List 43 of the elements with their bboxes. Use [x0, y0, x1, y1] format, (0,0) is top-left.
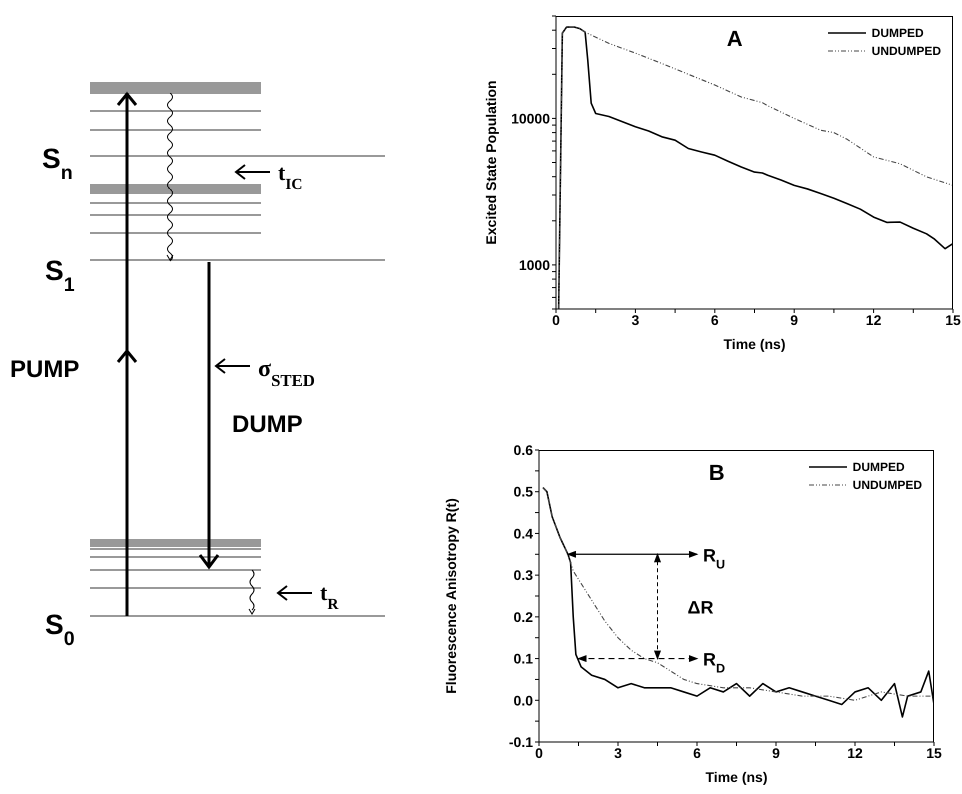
text: B: [708, 460, 725, 485]
x-tick-label: 15: [926, 744, 942, 761]
annotation: R$_{D}$: [703, 650, 726, 676]
x-tick-label: 6: [710, 312, 719, 328]
text: A: [726, 26, 743, 51]
x-tick-label: 3: [632, 312, 640, 328]
x-tick-label: 12: [847, 744, 863, 761]
x-tick-label: 15: [945, 312, 961, 328]
text: t$_{R}$: [320, 580, 340, 612]
x-tick-label: 9: [790, 312, 798, 328]
y-tick-label: 10000: [511, 110, 550, 126]
y-tick-label: -0.1: [508, 734, 534, 750]
text: σ$_{STED}$: [258, 356, 315, 390]
x-tick-label: 9: [772, 744, 780, 761]
y-tick-label: 1000: [518, 256, 550, 273]
x-tick-label: 0: [535, 744, 544, 761]
text: t$_{IC}$: [278, 160, 302, 192]
y-tick-label: 0.3: [514, 567, 534, 584]
y-tick-label: 0.0: [514, 692, 534, 708]
text: S$_{n}$: [42, 143, 73, 184]
y-tick-label: 0.6: [514, 442, 534, 458]
text: PUMP: [10, 356, 80, 383]
legend-label: DUMPED: [872, 26, 924, 40]
y-axis-title: Excited State Population: [483, 80, 499, 245]
x-tick-label: 12: [866, 312, 882, 328]
text: S$_{1}$: [45, 255, 75, 296]
y-tick-label: 0.1: [514, 650, 534, 667]
y-tick-label: 0.5: [514, 484, 534, 500]
legend-label: UNDUMPED: [852, 478, 922, 492]
x-tick-label: 0: [552, 312, 560, 328]
legend-label: DUMPED: [852, 460, 905, 474]
y-axis-title: Fluorescence Anisotropy R(t): [443, 498, 459, 694]
y-tick-label: 0.2: [514, 608, 534, 625]
x-tick-label: 6: [693, 744, 702, 761]
y-tick-label: 0.4: [514, 525, 534, 542]
x-axis-title: Time (ns): [724, 336, 786, 352]
x-tick-label: 3: [614, 744, 622, 761]
legend-label: UNDUMPED: [872, 44, 941, 58]
text: S$_{0}$: [45, 609, 75, 650]
annotation: R$_{U}$: [703, 545, 726, 572]
text: DUMP: [232, 411, 303, 438]
x-axis-title: Time (ns): [706, 769, 768, 785]
annotation: ΔR: [688, 597, 714, 618]
